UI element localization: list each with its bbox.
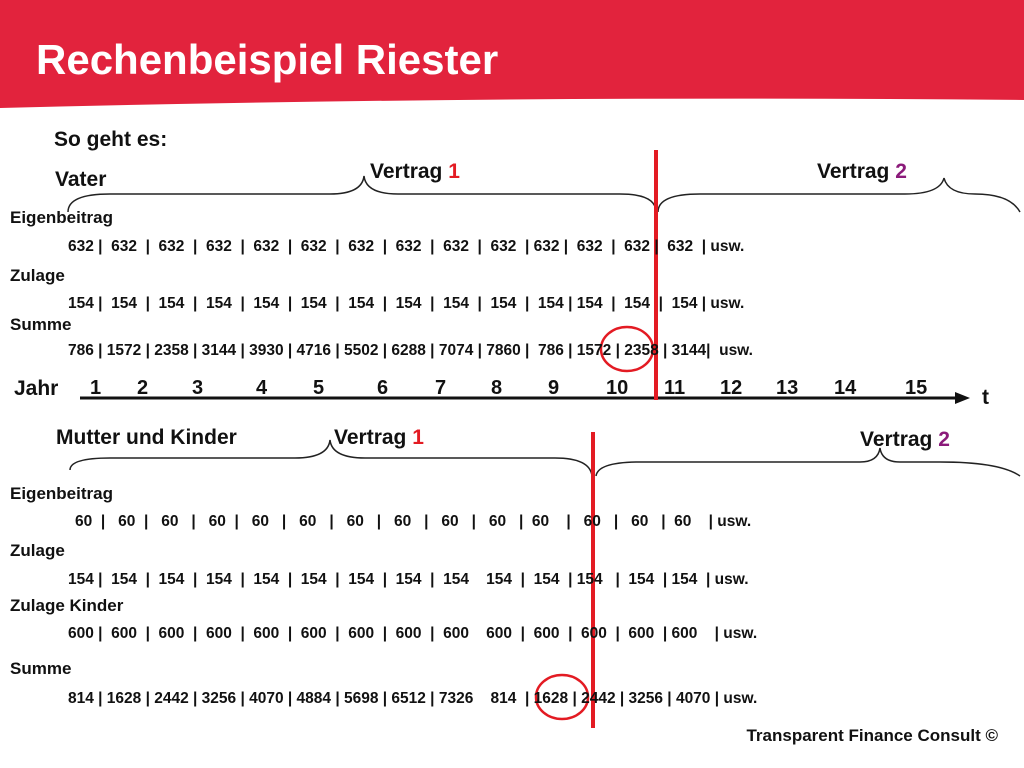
timeline-year: 5: [313, 377, 325, 399]
mutter-zulage-kinder-label: Zulage Kinder: [10, 596, 124, 615]
mutter-zulage-label: Zulage: [10, 541, 65, 560]
banner-shape: [0, 0, 1024, 108]
mutter-summe-label: Summe: [10, 659, 72, 678]
mutter-contract1-number: 1: [412, 426, 424, 449]
vater-contract2-word: Vertrag: [817, 160, 890, 183]
timeline-year: 9: [548, 377, 560, 399]
title-banner: [0, 0, 1024, 108]
mutter-contract1-word: Vertrag: [334, 426, 407, 449]
timeline-year: 15: [905, 377, 928, 399]
timeline-year: 13: [776, 377, 799, 399]
vater-contract1-word: Vertrag: [370, 160, 443, 183]
mutter-summe-row: 814 | 1628 | 2442 | 3256 | 4070 | 4884 |…: [68, 690, 758, 707]
timeline-year: 2: [137, 377, 149, 399]
mutter-eigenbeitrag-label: Eigenbeitrag: [10, 484, 113, 503]
timeline-year: 10: [606, 377, 629, 399]
vater-contract2-number: 2: [895, 160, 907, 183]
page-title: Rechenbeispiel Riester: [36, 36, 499, 83]
vater-contract1-number: 1: [448, 160, 460, 183]
mutter-brace-contract2: [595, 447, 1021, 477]
vater-eigenbeitrag-row: 632 | 632 | 632 | 632 | 632 | 632 | 632 …: [68, 238, 745, 255]
timeline-year: 4: [256, 377, 268, 399]
timeline-year: 6: [377, 377, 389, 399]
vater-brace-contract2: [657, 177, 1021, 213]
vater-summe-label: Summe: [10, 315, 72, 334]
vater-eigenbeitrag-label: Eigenbeitrag: [10, 208, 113, 227]
timeline-year: 14: [834, 377, 857, 399]
vater-zulage-label: Zulage: [10, 266, 65, 285]
intro-heading: So geht es:: [54, 128, 168, 151]
mutter-total-circle: [534, 673, 590, 721]
vater-total-circle: [599, 325, 655, 373]
vater-contract2-label: Vertrag 2: [817, 160, 907, 184]
mutter-contract2-label: Vertrag 2: [860, 428, 950, 452]
timeline-year: 7: [435, 377, 447, 399]
mutter-zulage-kinder-row: 600 | 600 | 600 | 600 | 600 | 600 | 600 …: [68, 625, 758, 642]
mutter-brace-contract1: [69, 439, 593, 477]
timeline-year: 11: [664, 377, 686, 399]
timeline-year: 1: [90, 377, 102, 399]
mutter-contract2-word: Vertrag: [860, 428, 933, 451]
mutter-eigenbeitrag-row: 60 | 60 | 60 | 60 | 60 | 60 | 60 | 60 | …: [75, 513, 752, 530]
timeline-year: 3: [192, 377, 204, 399]
timeline-label: Jahr: [14, 377, 59, 400]
timeline-axis-label: t: [982, 386, 989, 409]
timeline-year: 12: [720, 377, 743, 399]
mutter-heading: Mutter und Kinder: [56, 426, 237, 449]
vater-summe-row: 786 | 1572 | 2358 | 3144 | 3930 | 4716 |…: [68, 342, 753, 359]
vater-zulage-row: 154 | 154 | 154 | 154 | 154 | 154 | 154 …: [68, 295, 745, 312]
footer-copyright: Transparent Finance Consult ©: [746, 726, 998, 745]
vater-contract1-label: Vertrag 1: [370, 160, 460, 184]
mutter-contract1-label: Vertrag 1: [334, 426, 424, 450]
timeline-year: 8: [491, 377, 503, 399]
mutter-zulage-row: 154 | 154 | 154 | 154 | 154 | 154 | 154 …: [68, 571, 749, 588]
mutter-contract2-number: 2: [938, 428, 950, 451]
vater-heading: Vater: [55, 168, 107, 191]
vater-brace-contract1: [67, 175, 657, 213]
timeline-arrowhead: [955, 392, 970, 404]
